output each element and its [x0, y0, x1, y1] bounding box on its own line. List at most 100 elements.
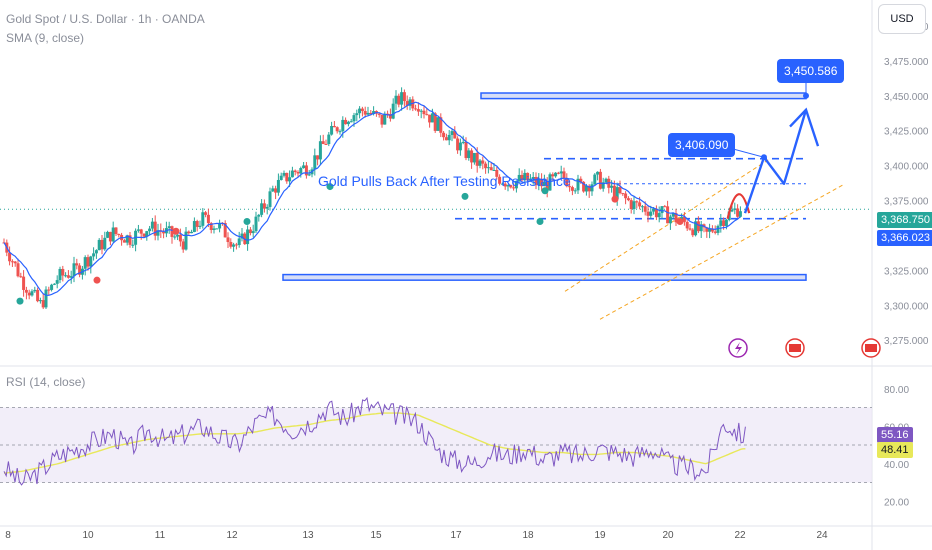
candle — [607, 175, 611, 194]
candle-body — [324, 143, 328, 145]
candle — [41, 293, 45, 310]
candle — [30, 289, 34, 297]
price-tick-label: 3,400.000 — [884, 162, 929, 173]
candle — [344, 117, 348, 125]
candle-body — [346, 121, 350, 125]
candle-body — [162, 231, 166, 234]
candle — [332, 121, 336, 128]
candle-body — [436, 117, 440, 131]
candle-body — [192, 221, 196, 232]
candle-body — [551, 174, 555, 177]
forecast-path — [743, 109, 808, 214]
sma-line — [3, 101, 741, 296]
candle-body — [52, 283, 56, 285]
candle-body — [660, 206, 664, 214]
candle — [72, 256, 76, 283]
candle — [274, 185, 278, 200]
candle-body — [178, 234, 182, 242]
candle — [635, 200, 639, 209]
candle-body — [654, 208, 658, 218]
candle-body — [523, 172, 527, 181]
signal-dot — [536, 218, 544, 226]
candle-body — [128, 235, 132, 245]
candle-body — [736, 208, 740, 217]
candle-body — [481, 160, 485, 164]
candle-body — [719, 220, 723, 226]
candle — [397, 93, 401, 108]
candle-body — [131, 244, 135, 246]
candle — [484, 161, 488, 174]
candle — [316, 155, 320, 166]
price-tick-label: 3,425.000 — [884, 127, 929, 138]
current-price-tag: 3,368.750 — [877, 212, 932, 228]
candle-body — [30, 291, 34, 296]
currency-button[interactable]: USD — [878, 4, 926, 34]
candle-body — [444, 137, 448, 141]
candle-body — [579, 178, 583, 182]
candle-body — [106, 231, 110, 238]
candle — [52, 283, 56, 286]
candle-body — [33, 289, 37, 292]
rsi-indicator-label[interactable]: RSI (14, close) — [6, 375, 86, 389]
candle — [92, 247, 96, 261]
candle — [254, 211, 258, 234]
headline-annotation: Gold Pulls Back After Testing Resistance — [318, 173, 571, 189]
candle-body — [338, 131, 342, 133]
candle — [232, 242, 236, 252]
candle — [33, 286, 37, 293]
candle-body — [327, 134, 331, 144]
candle-body — [78, 265, 82, 275]
candle-body — [153, 221, 157, 236]
candle-body — [470, 150, 474, 163]
time-tick-label: 19 — [594, 530, 606, 541]
rsi-tick-label: 80.00 — [884, 385, 909, 396]
sma-indicator-label[interactable]: SMA (9, close) — [6, 31, 85, 45]
candle — [674, 208, 678, 227]
candle-body — [285, 172, 289, 182]
candle-body — [142, 233, 146, 237]
signal-dot — [16, 297, 24, 305]
candle-body — [596, 171, 600, 175]
candle-body — [64, 275, 68, 277]
candle — [58, 266, 62, 284]
candle-body — [209, 223, 213, 230]
candle-body — [489, 167, 493, 171]
candle — [349, 118, 353, 123]
candle — [556, 171, 560, 175]
candle — [290, 166, 294, 178]
candle-body — [688, 228, 692, 230]
candle — [61, 265, 65, 282]
candle — [520, 170, 524, 182]
candle — [422, 105, 426, 119]
candle-body — [318, 141, 322, 160]
candle — [601, 177, 605, 192]
candle — [576, 174, 580, 194]
candle-body — [50, 284, 54, 290]
candle-body — [176, 234, 180, 237]
candle — [467, 148, 471, 161]
candle-body — [568, 186, 572, 188]
candle — [50, 283, 54, 292]
price-tick-label: 3,450.000 — [884, 92, 929, 103]
price-tick-label: 3,325.000 — [884, 266, 929, 277]
candle-body — [461, 141, 465, 143]
candle — [582, 181, 586, 193]
candle-body — [433, 113, 437, 131]
channel-lower-line — [599, 183, 846, 320]
candle-body — [456, 138, 460, 151]
candle — [540, 173, 544, 192]
rsi-band — [0, 407, 872, 483]
candle-body — [506, 185, 510, 187]
candle-body — [520, 174, 524, 181]
candle-body — [624, 193, 628, 199]
candle-body — [257, 214, 261, 217]
candle — [260, 199, 264, 218]
candle — [568, 180, 572, 192]
signal-dot — [461, 192, 469, 200]
candle-body — [352, 115, 356, 122]
price-tick-label: 3,475.000 — [884, 57, 929, 68]
candle — [363, 106, 367, 118]
signal-dot — [172, 227, 180, 235]
candle-body — [72, 263, 76, 277]
candle — [313, 148, 317, 176]
